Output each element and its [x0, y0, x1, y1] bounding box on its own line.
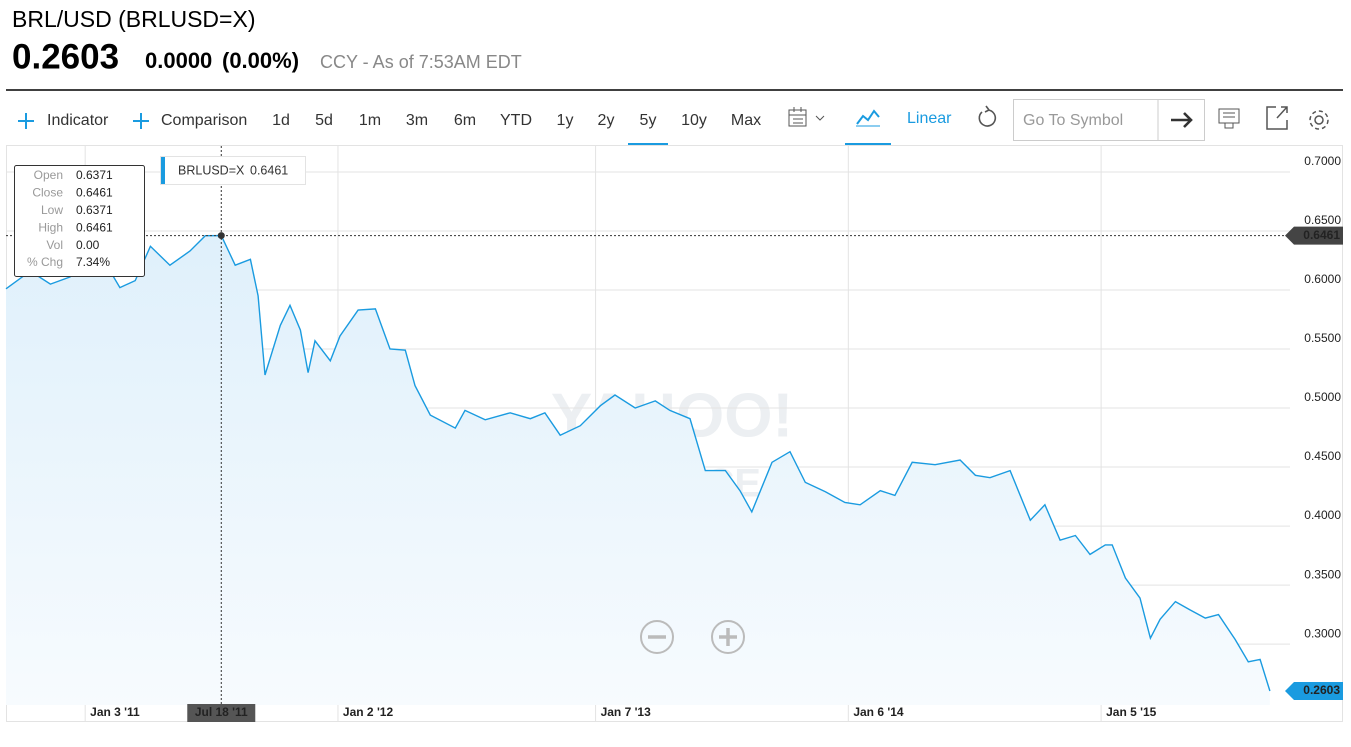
- zoom-in-button[interactable]: [711, 620, 745, 654]
- scale-button[interactable]: Linear: [907, 110, 952, 127]
- legend-swatch: [161, 157, 165, 184]
- y-tick-label: 0.4500: [1304, 449, 1341, 463]
- range-button[interactable]: Max: [731, 112, 761, 129]
- quote-meta: CCY - As of 7:53AM EDT: [320, 52, 522, 72]
- tooltip-value: 0.6371: [76, 168, 113, 182]
- comparison-button[interactable]: Comparison: [133, 112, 247, 129]
- x-tick-label: Jan 3 '11: [90, 705, 140, 719]
- zoom-in-button-glyph[interactable]: [719, 628, 737, 646]
- change-pct: (0.00%): [222, 48, 299, 73]
- tooltip-label: Vol: [46, 238, 63, 252]
- tooltip-label: Close: [32, 186, 63, 200]
- price-line: [5, 234, 1271, 692]
- popout-button[interactable]: [1266, 106, 1288, 130]
- range-button[interactable]: 5d: [315, 112, 333, 129]
- range-button[interactable]: 2y: [598, 112, 615, 129]
- plot: YAHOO!FINANCE0.30000.35000.40000.45000.5…: [5, 146, 1343, 722]
- search-placeholder[interactable]: Go To Symbol: [1023, 112, 1123, 129]
- y-tick-label: 0.6000: [1304, 272, 1341, 286]
- crosshair-dot: [217, 232, 225, 240]
- chart-type-button[interactable]: [845, 109, 891, 145]
- y-tick-label: 0.5500: [1304, 331, 1341, 345]
- range-buttons: 1d 5d 1m 3m 6m YTD 1y 2y 5y 10y Max: [272, 112, 761, 145]
- undo-button[interactable]: [978, 105, 997, 127]
- zoom-out-button[interactable]: [640, 620, 674, 654]
- tooltip-value: 0.6461: [76, 186, 113, 200]
- change: 0.0000: [145, 48, 212, 73]
- last-price-tag-box: [1285, 681, 1343, 700]
- last-price-tag: 0.2603: [1303, 683, 1340, 697]
- x-tick-label: Jan 2 '12: [343, 705, 394, 719]
- indicator-label[interactable]: Indicator: [47, 112, 109, 129]
- x-tick-label: Jan 7 '13: [601, 705, 652, 719]
- crosshair-price-tag-box: [1285, 226, 1343, 245]
- comparison-label[interactable]: Comparison: [161, 112, 247, 129]
- tooltip-label: Low: [41, 203, 63, 217]
- tooltip-box: [14, 165, 145, 277]
- symbol-title: BRL/USD (BRLUSD=X): [12, 6, 255, 32]
- area: [6, 235, 1270, 705]
- crosshair-price-tag: 0.6461: [1303, 228, 1340, 242]
- x-tick-label: Jan 6 '14: [853, 705, 904, 719]
- crosshair-x-label-box: [187, 704, 256, 722]
- range-button[interactable]: 1y: [557, 112, 574, 129]
- range-button[interactable]: YTD: [500, 112, 532, 129]
- tooltip-value: 0.6461: [76, 220, 113, 234]
- y-tick-label: 0.3000: [1304, 626, 1341, 640]
- y-tick-label: 0.3500: [1304, 567, 1341, 581]
- legend-box: [160, 156, 306, 185]
- range-button[interactable]: 6m: [454, 112, 476, 129]
- price: 0.2603: [12, 37, 119, 76]
- go-button[interactable]: [1171, 112, 1193, 128]
- range-button[interactable]: 1d: [272, 112, 290, 129]
- calendar-button[interactable]: [788, 107, 825, 127]
- crosshair-x-label: Jul 18 '11: [195, 705, 248, 719]
- tooltip-label: % Chg: [27, 255, 63, 269]
- range-button[interactable]: 1m: [359, 112, 381, 129]
- indicator-button[interactable]: Indicator: [18, 112, 109, 129]
- zoom-out-button-ring[interactable]: [640, 620, 674, 654]
- tooltip-value: 7.34%: [76, 255, 110, 269]
- legend-name: BRLUSD=X: [178, 163, 245, 177]
- tooltip-label: Open: [34, 168, 63, 182]
- tooltip-value: 0.6371: [76, 203, 113, 217]
- x-tick-label: Jan 5 '15: [1106, 705, 1157, 719]
- range-button[interactable]: 5y: [640, 112, 657, 129]
- legend-value: 0.6461: [250, 163, 288, 177]
- tooltip-label: High: [38, 220, 63, 234]
- tooltip-value: 0.00: [76, 238, 100, 252]
- print-button[interactable]: [1218, 108, 1240, 129]
- y-tick-label: 0.5000: [1304, 390, 1341, 404]
- zoom-in-button-ring[interactable]: [711, 620, 745, 654]
- y-tick-label: 0.6500: [1304, 213, 1341, 227]
- range-button[interactable]: 3m: [406, 112, 428, 129]
- settings-button[interactable]: [1309, 110, 1329, 130]
- range-button[interactable]: 10y: [681, 112, 707, 129]
- y-tick-label: 0.4000: [1304, 508, 1341, 522]
- y-tick-label: 0.7000: [1304, 154, 1341, 168]
